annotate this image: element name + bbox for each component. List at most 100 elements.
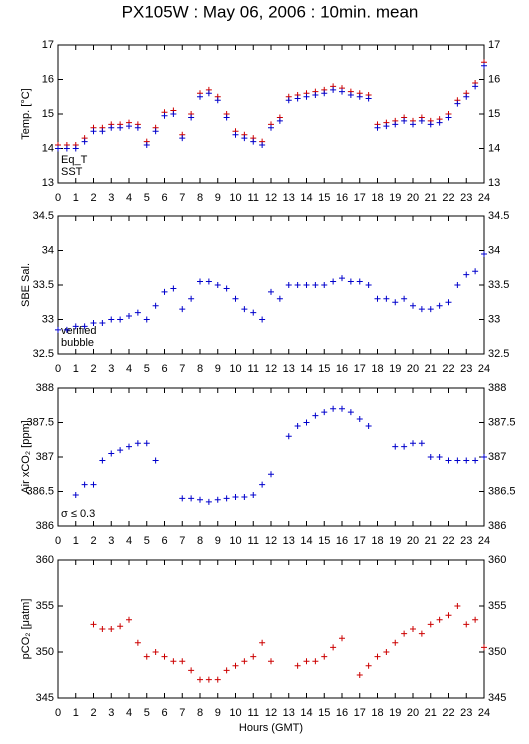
x-tick-label: 1 <box>73 192 79 204</box>
data-point <box>241 135 248 142</box>
data-point <box>285 282 292 288</box>
data-point <box>392 299 399 306</box>
x-tick-label: 14 <box>300 192 312 204</box>
x-tick-label: 8 <box>197 707 203 719</box>
data-point <box>401 630 408 637</box>
data-point <box>143 142 150 149</box>
data-point <box>436 302 443 309</box>
data-point <box>481 644 487 651</box>
data-point <box>250 309 257 316</box>
data-point <box>285 433 292 440</box>
x-tick-label: 9 <box>215 363 221 375</box>
x-tick-label: 4 <box>126 363 132 375</box>
data-point <box>339 88 345 95</box>
data-point <box>250 653 257 660</box>
data-point <box>347 278 354 285</box>
y-tick-label-right: 350 <box>488 646 506 658</box>
data-point <box>268 124 274 131</box>
data-point <box>161 653 168 660</box>
data-point <box>117 623 124 630</box>
y-tick-label-right: 388 <box>488 382 506 394</box>
data-point <box>223 495 230 502</box>
data-point <box>259 316 266 323</box>
data-point <box>108 124 115 131</box>
x-tick-label: 16 <box>336 707 348 719</box>
data-point <box>410 440 416 447</box>
x-tick-label: 22 <box>442 192 454 204</box>
data-point <box>259 639 266 646</box>
x-tick-label: 20 <box>407 707 419 719</box>
x-tick-label: 1 <box>73 535 79 547</box>
data-point <box>170 111 177 117</box>
data-point <box>205 676 212 683</box>
x-tick-label: 4 <box>126 535 132 547</box>
annotation: σ ≤ 0.3 <box>61 508 95 520</box>
x-tick-label: 10 <box>229 535 241 547</box>
x-tick-label: 3 <box>108 707 114 719</box>
x-tick-label: 6 <box>161 707 167 719</box>
data-point <box>126 443 132 450</box>
data-point <box>214 282 221 288</box>
y-tick-label: 17 <box>42 39 54 51</box>
data-point <box>134 124 141 131</box>
data-point <box>445 612 452 619</box>
data-point <box>321 653 328 660</box>
data-point <box>365 282 372 288</box>
data-point <box>365 662 372 669</box>
y-tick-label-right: 33 <box>488 313 500 325</box>
y-axis-label: pCO₂ [μatm] <box>20 599 32 660</box>
x-tick-label: 20 <box>407 192 419 204</box>
x-tick-label: 17 <box>354 192 366 204</box>
data-point <box>214 496 221 503</box>
x-tick-label: 6 <box>161 192 167 204</box>
x-axis-label: Hours (GMT) <box>239 722 303 734</box>
x-tick-label: 23 <box>460 192 472 204</box>
y-tick-label-right: 34.5 <box>488 210 509 222</box>
y-tick-label: 387 <box>36 451 54 463</box>
data-point <box>134 309 141 316</box>
data-point <box>170 285 177 292</box>
x-tick-label: 6 <box>161 535 167 547</box>
plot-frame <box>57 387 485 527</box>
data-point <box>383 295 390 302</box>
data-point <box>55 145 61 152</box>
legend-entry: verified <box>61 325 96 337</box>
figure-title: PX105W : May 06, 2006 : 10min. mean <box>122 2 419 21</box>
x-tick-label: 7 <box>179 535 185 547</box>
data-point <box>81 323 88 330</box>
data-point <box>339 405 345 412</box>
data-point <box>161 288 168 295</box>
data-point <box>418 630 425 637</box>
data-point <box>392 443 399 450</box>
y-tick-label-right: 360 <box>488 554 506 566</box>
data-point <box>179 495 186 502</box>
y-tick-label-right: 355 <box>488 600 506 612</box>
x-tick-label: 24 <box>478 192 490 204</box>
x-tick-label: 12 <box>265 535 277 547</box>
data-point <box>365 95 372 102</box>
data-point <box>294 662 301 669</box>
x-tick-label: 21 <box>425 535 437 547</box>
x-tick-label: 2 <box>90 363 96 375</box>
data-point <box>197 676 203 683</box>
y-tick-label: 14 <box>42 142 54 154</box>
y-tick-label-right: 34 <box>488 244 500 256</box>
data-point <box>90 481 97 488</box>
data-point <box>427 454 434 460</box>
data-point <box>454 603 461 609</box>
x-tick-label: 18 <box>371 192 383 204</box>
y-axis-label: SBE Sal. <box>20 263 32 307</box>
x-tick-label: 0 <box>55 192 61 204</box>
data-point <box>472 268 479 275</box>
data-point <box>330 405 337 412</box>
data-point <box>188 114 195 121</box>
data-point <box>179 306 186 313</box>
legend-entry: Eq_T <box>61 154 88 166</box>
data-point <box>72 145 79 152</box>
data-point <box>418 117 425 124</box>
data-point <box>117 447 124 454</box>
data-point <box>232 662 239 669</box>
data-point <box>134 639 141 646</box>
data-point <box>312 282 319 288</box>
